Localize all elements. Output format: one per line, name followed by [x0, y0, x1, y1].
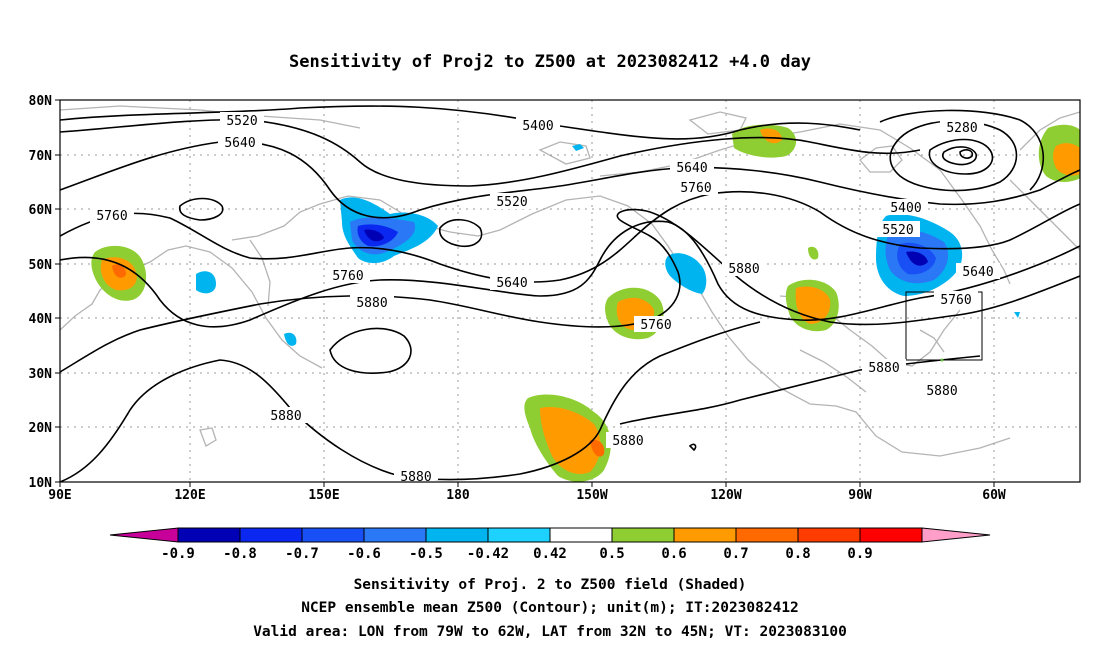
blob-small-cyan [572, 144, 584, 151]
footer-line-3: Valid area: LON from 79W to 62W, LAT fro… [253, 624, 847, 640]
map-frame [59, 99, 1081, 483]
contour-label: 5640 [676, 161, 707, 176]
colorbar-tick-label: 0.5 [599, 546, 624, 562]
contour-label: 5880 [728, 262, 759, 277]
blob-greenland [1038, 124, 1080, 182]
contour-label: 5520 [226, 114, 257, 129]
blob-pacific-cyan [284, 332, 297, 346]
colorbar-tick-label: -0.42 [467, 546, 509, 562]
lon-label: 150W [576, 488, 607, 503]
lon-label: 150E [308, 488, 339, 503]
lat-label: 10N [29, 476, 53, 491]
contour-label: 5880 [270, 409, 301, 424]
lon-label: 90E [48, 488, 71, 503]
colorbar-tick-label: 0.6 [661, 546, 686, 562]
colorbar-box [735, 527, 799, 543]
lat-label: 70N [29, 149, 53, 164]
footer: Sensitivity of Proj. 2 to Z500 field (Sh… [253, 577, 847, 640]
lon-label: 60W [982, 488, 1006, 503]
contour-label: 5880 [926, 384, 957, 399]
blob-pacific-blue [340, 197, 438, 264]
contour-label: 5400 [890, 201, 921, 216]
contour-label: 5640 [962, 265, 993, 280]
lat-label: 40N [29, 312, 53, 327]
contour-label: 5760 [332, 269, 363, 284]
colorbar-tick-label: -0.5 [409, 546, 443, 562]
contour-label: 5760 [96, 209, 127, 224]
lat-axis-labels: 80N 70N 60N 50N 40N 30N 20N 10N [29, 94, 53, 491]
lon-label: 120W [710, 488, 741, 503]
colorbar: -0.9 -0.8 -0.7 -0.6 -0.5 -0.42 0.42 0.5 0.6 0.7 0.… [109, 527, 991, 562]
blob-atlantic-cyan [1014, 312, 1020, 318]
colorbar-end-high [921, 527, 991, 543]
blob-small-green [808, 246, 819, 260]
colorbar-box [673, 527, 737, 543]
colorbar-tick-label: -0.8 [223, 546, 257, 562]
axis-ticks [55, 99, 995, 487]
colorbar-box [611, 527, 675, 543]
figure-title: Sensitivity of Proj2 to Z500 at 20230824… [289, 52, 811, 72]
lat-label: 50N [29, 258, 53, 273]
blob-alaska-green [732, 124, 797, 158]
valid-area-marker [940, 358, 944, 362]
contour-label: 5880 [868, 361, 899, 376]
contour-label: 5400 [522, 119, 553, 134]
colorbar-tick-label: 0.42 [533, 546, 567, 562]
colorbar-tick-label: -0.7 [285, 546, 319, 562]
contour-label: 5520 [882, 223, 913, 238]
contour-label: 5760 [640, 318, 671, 333]
lat-label: 30N [29, 367, 53, 382]
colorbar-tick-label: 0.7 [723, 546, 748, 562]
lon-label: 120E [174, 488, 205, 503]
footer-line-1: Sensitivity of Proj. 2 to Z500 field (Sh… [354, 577, 747, 593]
colorbar-box [425, 527, 489, 543]
contour-label: 5520 [496, 195, 527, 210]
contour-label: 5880 [356, 296, 387, 311]
colorbar-tick-label: 0.8 [785, 546, 810, 562]
colorbar-tick-label: -0.6 [347, 546, 381, 562]
lat-label: 60N [29, 203, 53, 218]
colorbar-box [177, 527, 241, 543]
lon-label: 180 [446, 488, 470, 503]
blob-asia-cyan [196, 271, 216, 294]
contour-label: 5880 [400, 470, 431, 485]
colorbar-box [239, 527, 303, 543]
colorbar-tick-label: 0.9 [847, 546, 872, 562]
contour-label: 5760 [680, 181, 711, 196]
colorbar-box [797, 527, 861, 543]
lon-label: 90W [848, 488, 872, 503]
contour-label: 5760 [940, 293, 971, 308]
colorbar-box [363, 527, 427, 543]
colorbar-end-low [109, 527, 179, 543]
colorbar-box [859, 527, 923, 543]
colorbar-box [487, 527, 551, 543]
footer-line-2: NCEP ensemble mean Z500 (Contour); unit(… [301, 600, 799, 616]
blob-central-pacific [524, 394, 611, 482]
contour-label: 5280 [946, 121, 977, 136]
colorbar-box [549, 527, 613, 543]
contour-label: 5640 [496, 276, 527, 291]
colorbar-box [301, 527, 365, 543]
lat-label: 20N [29, 421, 53, 436]
colorbar-tick-label: -0.9 [161, 546, 195, 562]
blob-west-coast-cyan [665, 253, 707, 294]
lon-axis-labels: 90E 120E 150E 180 150W 120W 90W 60W [48, 488, 1006, 503]
map-panel: 5520 5640 5760 5400 5520 5640 5760 5880 … [29, 94, 1081, 503]
lat-label: 80N [29, 94, 53, 109]
contour-label: 5640 [224, 136, 255, 151]
contour-label: 5880 [612, 434, 643, 449]
contour-labels: 5520 5640 5760 5400 5520 5640 5760 5880 … [90, 112, 1000, 485]
